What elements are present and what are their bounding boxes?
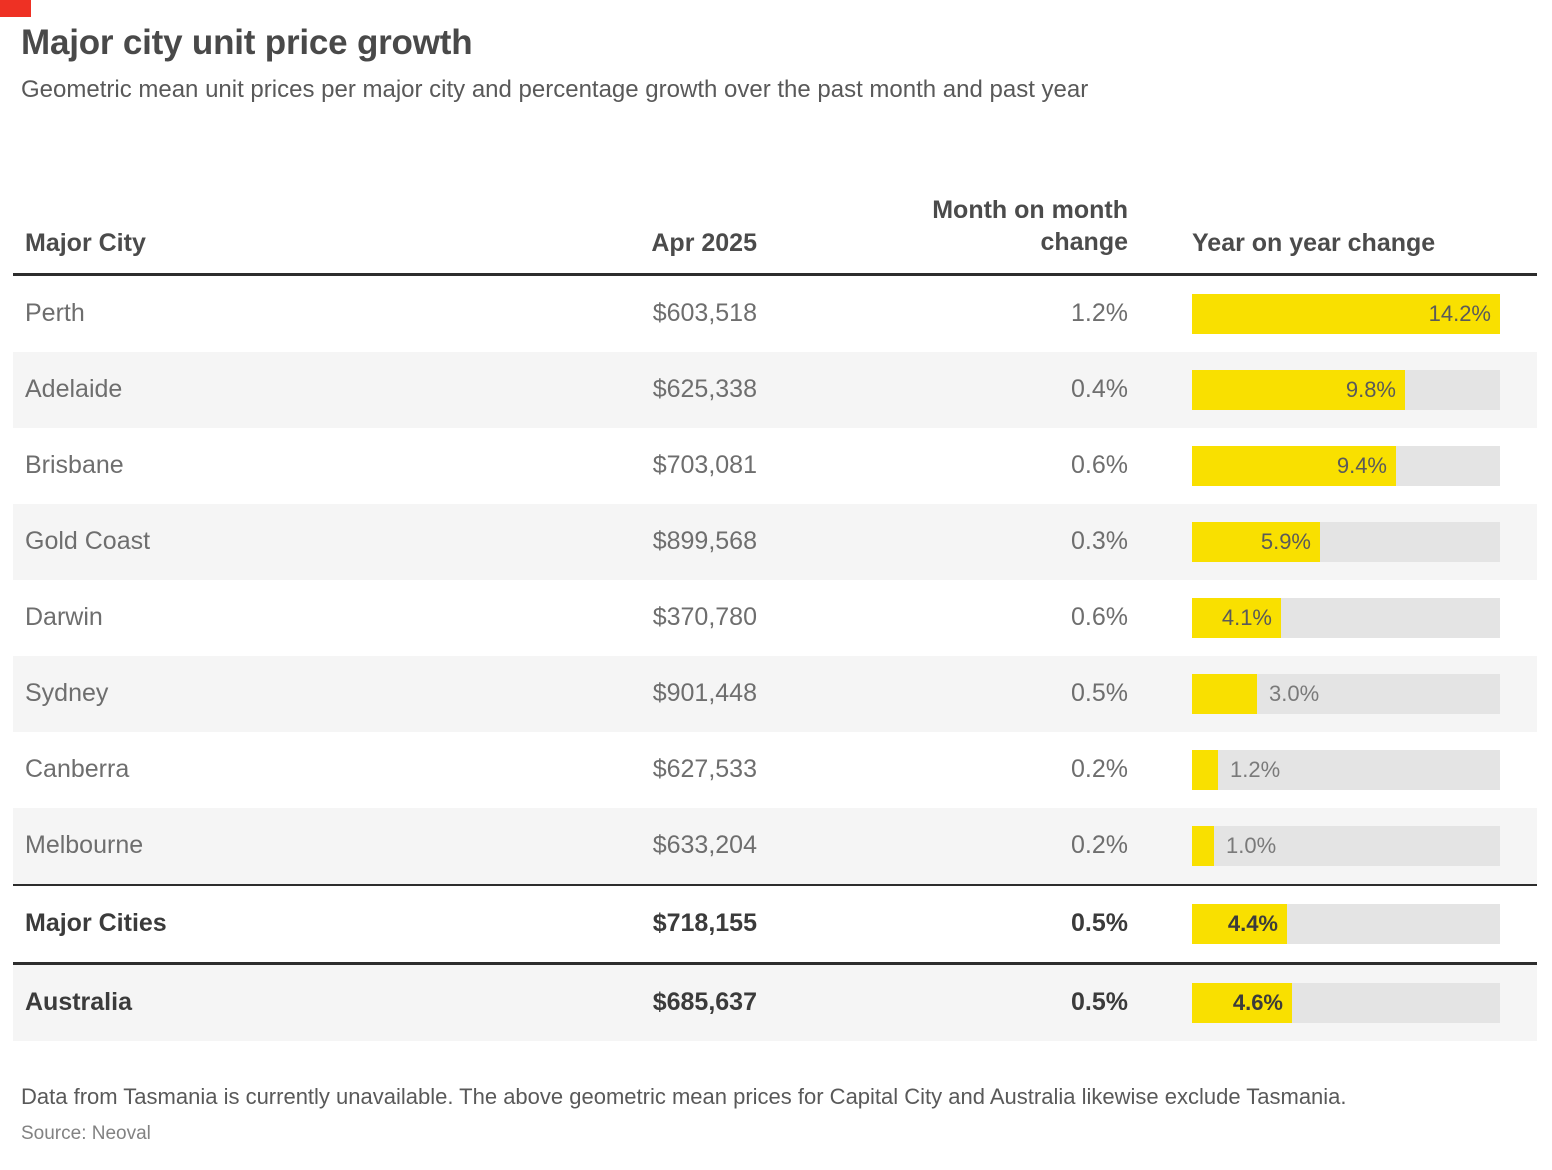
yoy-bar-cell: 14.2% <box>1128 293 1537 334</box>
yoy-bar-fill <box>1192 597 1281 638</box>
table-row: Melbourne $633,204 0.2% 1.0% <box>13 807 1537 884</box>
city-name: Perth <box>25 299 85 328</box>
table-header-row: Major City Apr 2025 Month on month chang… <box>13 195 1537 276</box>
unit-price-table: Major City Apr 2025 Month on month chang… <box>13 195 1537 1041</box>
yoy-bar-track: 1.0% <box>1192 825 1500 866</box>
table-row: Perth $603,518 1.2% 14.2% <box>13 275 1537 352</box>
city-name: Adelaide <box>25 375 123 404</box>
yoy-bar-track: 4.4% <box>1192 903 1500 944</box>
footnote-text: Data from Tasmania is currently unavaila… <box>21 1083 1347 1109</box>
city-name: Canberra <box>25 755 130 784</box>
city-name: Major Cities <box>25 909 167 938</box>
yoy-bar-fill <box>1192 369 1405 410</box>
yoy-bar-label: 9.4% <box>1336 452 1387 478</box>
city-name: Brisbane <box>25 451 124 480</box>
yoy-bar-cell: 9.8% <box>1128 369 1537 410</box>
mom-change-value: 0.2% <box>1071 831 1128 860</box>
yoy-bar-fill <box>1192 673 1257 714</box>
yoy-bar-fill <box>1192 982 1292 1023</box>
page-title: Major city unit price growth <box>21 23 473 62</box>
yoy-bar-label: 9.8% <box>1345 376 1396 402</box>
mom-change-value: 0.6% <box>1071 451 1128 480</box>
divider-rule <box>13 883 1537 886</box>
yoy-bar-track: 1.2% <box>1192 749 1500 790</box>
yoy-bar-cell: 5.9% <box>1128 521 1537 562</box>
price-value: $718,155 <box>652 909 757 938</box>
yoy-bar-fill <box>1192 903 1287 944</box>
price-value: $901,448 <box>652 679 757 708</box>
table-row: Adelaide $625,338 0.4% 9.8% <box>13 351 1537 428</box>
yoy-bar-cell: 3.0% <box>1128 673 1537 714</box>
yoy-bar-fill <box>1192 293 1500 334</box>
price-value: $703,081 <box>652 451 757 480</box>
column-header-month-on-month: Month on month change <box>757 195 1128 258</box>
yoy-bar-track: 4.6% <box>1192 982 1500 1023</box>
divider-rule <box>13 961 1537 965</box>
yoy-bar-label: 4.6% <box>1232 989 1283 1015</box>
column-header-month-on-month-label: Month on month change <box>932 196 1128 256</box>
yoy-bar-cell: 4.1% <box>1128 597 1537 638</box>
city-name: Australia <box>25 988 132 1017</box>
column-header-city: Major City <box>25 228 146 257</box>
price-value: $633,204 <box>652 831 757 860</box>
mom-change-value: 0.5% <box>1071 909 1128 938</box>
yoy-bar-label: 5.9% <box>1260 528 1311 554</box>
city-name: Sydney <box>25 679 109 708</box>
city-name: Melbourne <box>25 831 144 860</box>
price-value: $370,780 <box>652 603 757 632</box>
mom-change-value: 0.4% <box>1071 375 1128 404</box>
yoy-bar-cell: 9.4% <box>1128 445 1537 486</box>
yoy-bar-label: 14.2% <box>1428 300 1491 326</box>
yoy-bar-track: 9.8% <box>1192 369 1500 410</box>
table-row: Australia $685,637 0.5% 4.6% <box>13 964 1537 1041</box>
table-row: Canberra $627,533 0.2% 1.2% <box>13 731 1537 808</box>
yoy-bar-cell: 4.4% <box>1128 903 1537 944</box>
table-row: Sydney $901,448 0.5% 3.0% <box>13 655 1537 732</box>
yoy-bar-track: 3.0% <box>1192 673 1500 714</box>
yoy-bar-label: 4.4% <box>1227 910 1278 936</box>
yoy-bar-cell: 1.2% <box>1128 749 1537 790</box>
page-subtitle: Geometric mean unit prices per major cit… <box>21 76 1089 104</box>
price-value: $627,533 <box>652 755 757 784</box>
mom-change-value: 1.2% <box>1071 299 1128 328</box>
mom-change-value: 0.5% <box>1071 679 1128 708</box>
price-value: $625,338 <box>652 375 757 404</box>
price-value: $685,637 <box>652 988 757 1017</box>
table-body: Perth $603,518 1.2% 14.2% Adelaide $625,… <box>13 275 1537 1041</box>
yoy-bar-cell: 4.6% <box>1128 982 1537 1023</box>
yoy-bar-fill <box>1192 749 1218 790</box>
yoy-bar-fill <box>1192 825 1214 866</box>
yoy-bar-track: 9.4% <box>1192 445 1500 486</box>
table-row: Major Cities $718,155 0.5% 4.4% <box>13 885 1537 962</box>
yoy-bar-label: 3.0% <box>1269 680 1320 706</box>
column-header-year-on-year: Year on year change <box>1192 228 1436 257</box>
table-row: Darwin $370,780 0.6% 4.1% <box>13 579 1537 656</box>
yoy-bar-track: 5.9% <box>1192 521 1500 562</box>
table-row: Brisbane $703,081 0.6% 9.4% <box>13 427 1537 504</box>
yoy-bar-label: 1.2% <box>1230 756 1281 782</box>
yoy-bar-label: 1.0% <box>1226 832 1277 858</box>
yoy-bar-track: 4.1% <box>1192 597 1500 638</box>
city-name: Gold Coast <box>25 527 151 556</box>
mom-change-value: 0.6% <box>1071 603 1128 632</box>
red-corner-mark <box>0 0 31 17</box>
mom-change-value: 0.5% <box>1071 988 1128 1017</box>
yoy-bar-fill <box>1192 445 1396 486</box>
price-value: $603,518 <box>652 299 757 328</box>
yoy-bar-label: 4.1% <box>1221 604 1272 630</box>
mom-change-value: 0.2% <box>1071 755 1128 784</box>
yoy-bar-cell: 1.0% <box>1128 825 1537 866</box>
column-header-apr-2025: Apr 2025 <box>651 228 757 257</box>
city-name: Darwin <box>25 603 103 632</box>
table-row: Gold Coast $899,568 0.3% 5.9% <box>13 503 1537 580</box>
price-value: $899,568 <box>652 527 757 556</box>
source-text: Source: Neoval <box>21 1123 151 1145</box>
mom-change-value: 0.3% <box>1071 527 1128 556</box>
yoy-bar-fill <box>1192 521 1320 562</box>
yoy-bar-track: 14.2% <box>1192 293 1500 334</box>
